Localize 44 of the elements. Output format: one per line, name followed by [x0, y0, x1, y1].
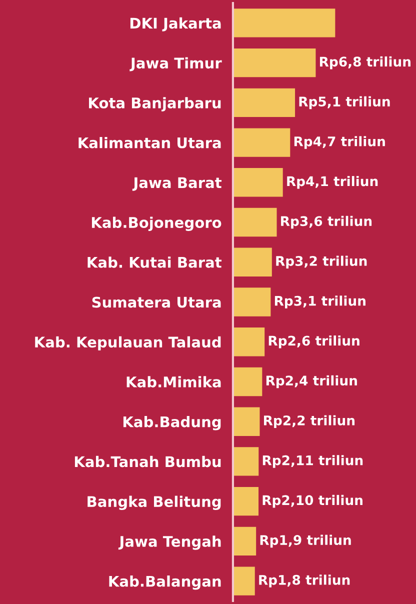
data-label: Rp4,1 triliun — [287, 176, 378, 189]
data-label: Rp3,6 triliun — [281, 216, 372, 229]
y-tick-label: Jawa Timur — [130, 57, 222, 72]
data-label: Rp2,6 triliun — [268, 335, 360, 348]
bar — [232, 407, 260, 436]
bar — [232, 208, 277, 237]
data-label: Rp3,2 triliun — [276, 256, 367, 269]
bar — [232, 128, 290, 157]
y-tick-label: Bangka Belitung — [88, 496, 221, 510]
y-tick-label: Sumatera Utara — [92, 296, 221, 308]
data-label: Rp4,7 triliun — [294, 136, 385, 149]
y-tick-label: Kota Banjarbaru — [89, 97, 221, 112]
y-tick-label: Kab.Badung — [123, 416, 221, 430]
bar — [232, 88, 296, 118]
bar — [232, 288, 271, 316]
y-tick-label: Kab.Balangan — [109, 576, 221, 590]
bar — [232, 447, 259, 476]
data-label: Rp5,1 triliun — [299, 96, 390, 110]
data-label: Rp2,10 triliun — [262, 494, 362, 508]
bar — [232, 367, 262, 396]
y-tick-label: Kab. Kepulauan Talaud — [35, 336, 221, 350]
bar — [232, 48, 316, 78]
data-label: Rp1,9 triliun — [260, 534, 351, 548]
data-label: Rp2,2 triliun — [264, 415, 355, 428]
y-tick-label: Kalimantan Utara — [78, 137, 221, 148]
bar — [232, 8, 336, 38]
y-tick-label: Jawa Tengah — [118, 536, 221, 550]
data-label: Rp6,8 triliun — [320, 56, 410, 70]
bar — [232, 248, 272, 276]
y-tick-label: Kab.Bojonegoro — [92, 216, 222, 231]
bar — [232, 168, 283, 197]
y-tick-label: Kab. Kutai Barat — [88, 256, 222, 268]
bar — [232, 566, 255, 596]
bar — [232, 526, 256, 556]
bar — [232, 328, 265, 356]
y-tick-label: Jawa Barat — [132, 177, 222, 191]
bar — [232, 486, 259, 516]
y-tick-label: Kab.Tanah Bumbu — [74, 456, 221, 468]
y-tick-label: Kab.Mimika — [126, 376, 221, 388]
data-label: Rp3,1 triliun — [274, 296, 366, 308]
y-tick-label: DKI Jakarta — [130, 17, 221, 32]
data-label: Rp2,4 triliun — [266, 375, 357, 388]
data-label: Rp2,11 triliun — [262, 455, 363, 468]
data-label: Rp1,8 triliun — [259, 574, 350, 588]
